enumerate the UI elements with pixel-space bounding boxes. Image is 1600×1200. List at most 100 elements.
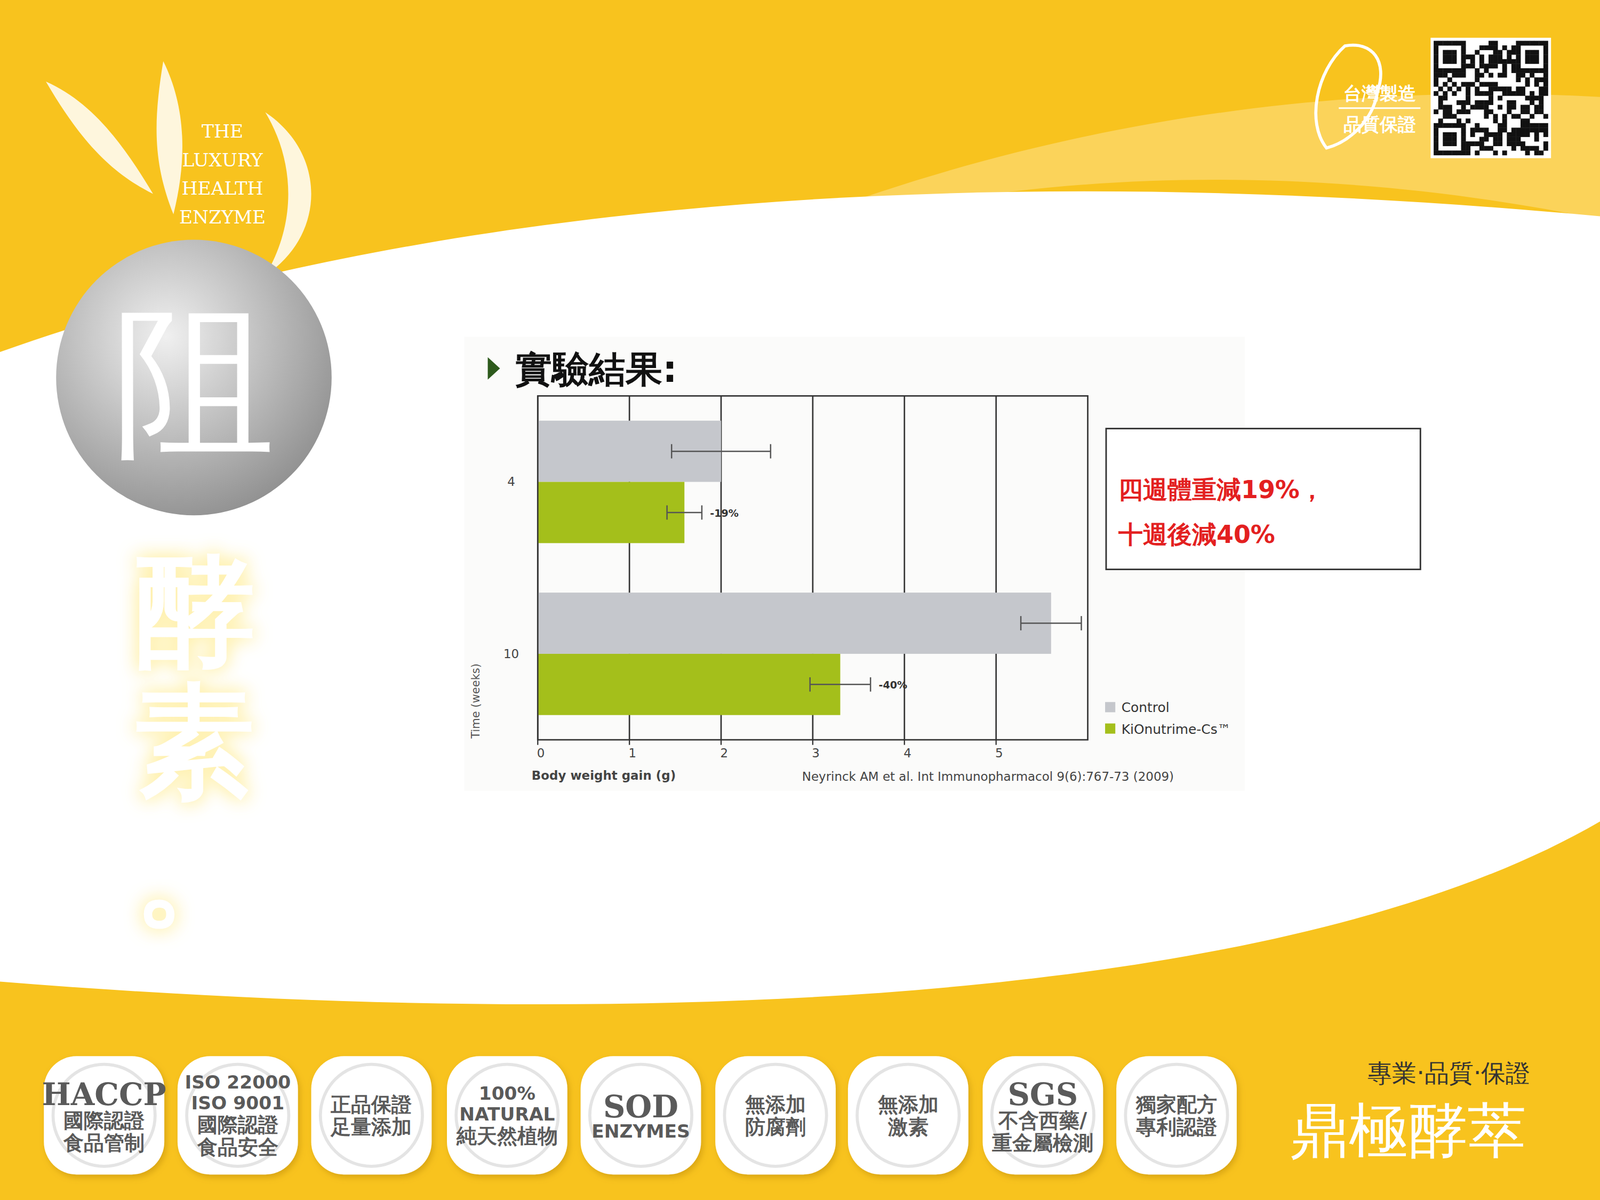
qr-cell [1470,141,1476,147]
qr-cell [1534,95,1540,101]
qr-cell [1538,95,1544,101]
qr-cell [1511,50,1517,55]
qr-cell [1479,105,1485,110]
qr-cell [1442,114,1448,119]
qr-cell [1497,59,1503,64]
qr-cell [1451,141,1457,147]
x-tick-label: 0 [537,746,546,760]
tick-mark [720,739,722,746]
qr-cell [1456,150,1462,156]
qr-cell [1497,127,1503,133]
qr-cell [1497,86,1503,92]
qr-cell [1465,86,1471,92]
qr-cell [1442,41,1448,46]
error-bar [1020,616,1082,631]
badge-bg [848,1056,969,1175]
qr-cell [1488,86,1494,92]
qr-cell [1525,109,1531,115]
qr-cell [1525,59,1531,64]
qr-cell [1447,68,1453,74]
tick-mark [628,739,630,746]
qr-cell [1461,150,1467,156]
qr-cell [1451,73,1457,78]
qr-cell [1534,123,1540,128]
qr-cell [1438,86,1444,92]
qr-cell [1534,54,1540,60]
qr-cell [1502,86,1508,92]
qr-cell [1447,59,1453,64]
qr-cell [1529,50,1535,55]
y-tick-label: 10 [503,646,519,661]
badge-bg [1116,1056,1237,1175]
badge-text: ISO 9001 [190,1092,285,1114]
qr-cell [1538,127,1544,133]
qr-cell [1488,146,1494,151]
qr-cell [1515,137,1521,142]
qr-cell [1497,141,1503,147]
badge-text: 食品管制 [62,1130,145,1155]
qr-cell [1461,82,1467,87]
qr-cell [1488,95,1494,101]
chart-title: 實驗結果: [515,347,678,391]
qr-cell [1474,123,1480,128]
qr-cell [1506,132,1512,138]
qr-cell [1451,91,1457,96]
qr-cell [1543,132,1549,138]
qr-cell [1493,50,1499,55]
legend-label: Control [1121,699,1170,716]
plot-frame [537,395,1088,740]
qr-cell [1465,100,1471,106]
qr-cell [1438,150,1444,156]
qr-cell [1479,54,1485,60]
qr-cell [1442,137,1448,142]
qr-cell [1538,150,1544,156]
qr-cell [1520,91,1526,96]
badge-text: HACCP [42,1076,167,1113]
qr-cell [1520,109,1526,115]
bar [537,592,1051,654]
qr-cell [1470,127,1476,133]
qr-cell [1520,123,1526,128]
qr-cell [1483,100,1489,106]
qr-cell [1433,54,1439,60]
qr-cell [1534,127,1540,133]
qr-cell [1470,54,1476,60]
qr-cell [1488,41,1494,46]
qr-cell [1438,68,1444,74]
qr-cell [1502,73,1508,78]
qr-cell [1538,86,1544,92]
qr-cell [1515,59,1521,64]
qr-cell [1534,150,1540,156]
qr-cell [1502,68,1508,74]
qr-cell [1483,109,1489,115]
qr-cell [1529,68,1535,74]
logo-text: THE [201,120,244,142]
qr-cell [1520,118,1526,124]
qr-cell [1461,63,1467,69]
qr-cell [1506,54,1512,60]
qr-cell [1534,77,1540,83]
qr-cell [1529,95,1535,101]
qr-cell [1525,41,1531,46]
qr-cell [1502,127,1508,133]
qr-cell [1543,127,1549,133]
qr-cell [1474,50,1480,55]
qr-cell [1538,41,1544,46]
qr-cell [1433,41,1439,46]
qr-cell [1543,73,1549,78]
qr-cell [1520,127,1526,133]
qr-cell [1525,127,1531,133]
qr-cell [1456,118,1462,124]
qr-cell [1497,137,1503,142]
error-line [1020,622,1082,624]
callout-text: 十週後減40% [1118,520,1276,549]
qr-cell [1474,100,1480,106]
qr-cell [1502,91,1508,96]
qr-cell [1515,54,1521,60]
qr-cell [1483,114,1489,119]
qr-cell [1461,127,1467,133]
qr-cell [1447,105,1453,110]
qr-cell [1479,137,1485,142]
qr-cell [1497,50,1503,55]
qr-cell [1474,86,1480,92]
